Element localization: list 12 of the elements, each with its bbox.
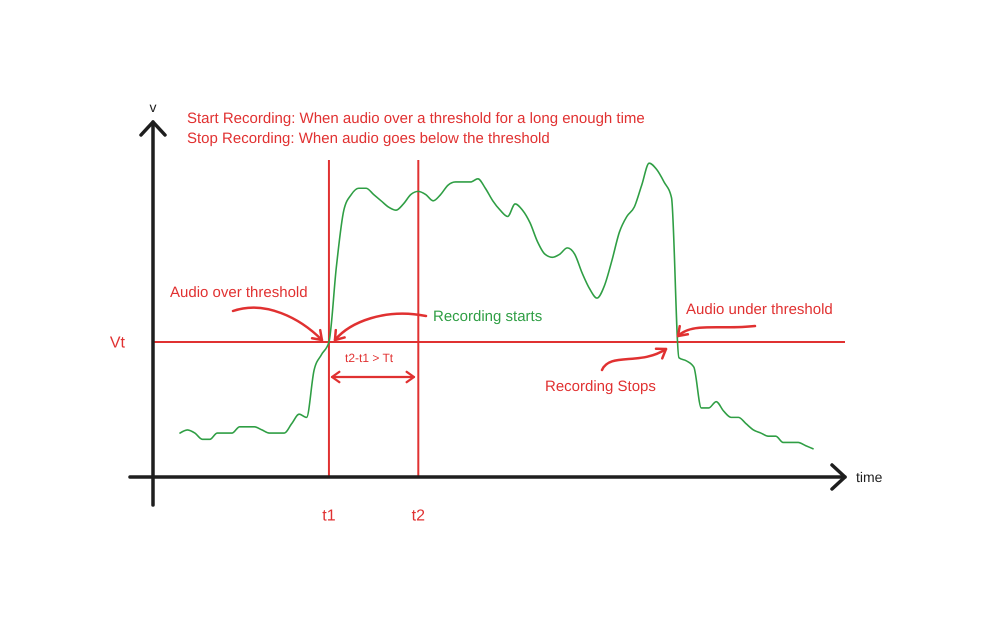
x-tick-label: t2 [412, 507, 426, 524]
y-axis-title: v [150, 99, 156, 115]
x-tick-label: t1 [322, 507, 336, 524]
ref-line-label: Vt [110, 334, 126, 352]
annotation: t2-t1 > Tt [345, 351, 394, 365]
annotation: Recording Stops [545, 378, 656, 395]
text: Start Recording: When audio over a threshold for a long enough time [187, 110, 645, 127]
annotation: Audio under threshold [686, 301, 833, 318]
x-axis-title: time [856, 469, 883, 485]
annotation: Audio over threshold [170, 284, 308, 301]
text: Stop Recording: When audio goes below the threshold [187, 130, 550, 147]
annotation: Recording starts [433, 308, 542, 325]
